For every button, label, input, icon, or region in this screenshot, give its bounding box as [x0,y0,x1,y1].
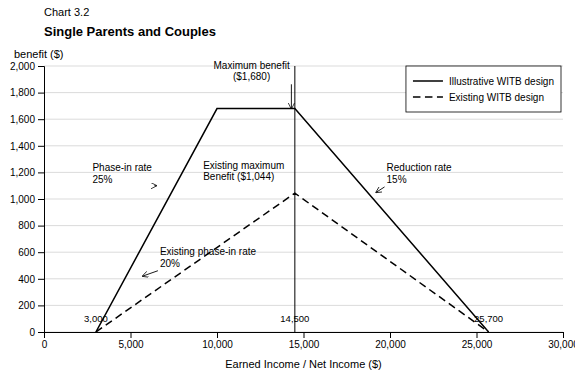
annotation: Existing phase-in rate20% [160,246,257,269]
x-tick-mark [477,332,478,338]
x-axis-line [45,333,564,339]
y-tick-mark [38,66,44,67]
y-tick: 2,000 [10,61,44,72]
annotation-arrow [154,185,156,186]
x-tick-label: 10,000 [202,339,233,350]
y-tick-label: 800 [18,220,35,231]
annotation-arrow [143,271,158,276]
y-tick-mark [38,305,44,306]
x-tick-label: 5,000 [118,339,143,350]
x-tick: 15,000 [289,332,320,350]
x-tick-label: 0 [42,339,48,350]
y-tick-label: 1,600 [10,114,35,125]
y-tick-label: 2,000 [10,61,35,72]
texts: Chart 3.2 Single Parents and Couples benef… [14,6,503,370]
y-tick: 1,000 [10,194,44,205]
grid-line [44,145,563,146]
x-tick: 20,000 [375,332,406,350]
x-tick-label: 25,000 [462,339,493,350]
annotation: Existing maximumBenefit ($1,044) [203,160,284,183]
y-tick-label: 200 [18,300,35,311]
y-tick: 200 [18,300,44,311]
y-tick: 1,600 [10,114,44,125]
legend-box [406,66,561,112]
y-tick-label: 0 [29,327,35,338]
line-series [96,109,489,332]
y-tick-mark [38,172,44,173]
y-tick-mark [38,226,44,227]
legend-swatch [413,80,443,82]
chart: 0 5,000 10,000 15,000 20,000 25,000 30,000 0 200… [0,0,575,374]
x-tick-label: 30,000 [548,339,575,350]
x-tick: 0 [42,332,48,350]
grid [44,66,563,332]
x-axis: 0 5,000 10,000 15,000 20,000 25,000 30,000 [42,332,575,350]
x-tick-mark [131,332,132,338]
y-tick-mark [38,332,44,333]
y-tick: 0 [29,327,44,338]
subtitle: Chart 3.2 [44,6,89,18]
y-tick: 1,400 [10,141,44,152]
x-tick-mark [390,332,391,338]
x-tick-label: 20,000 [375,339,406,350]
grid-line [44,252,563,253]
legend-label: Illustrative WITB design [449,76,554,87]
line-series [96,193,489,332]
y-tick-mark [38,279,44,280]
annotation: Reduction rate15% [387,162,452,185]
y-tick-mark [38,119,44,120]
annotation: Phase-in rate25% [92,162,152,185]
y-tick: 400 [18,274,44,285]
x-tick-mark [304,332,305,338]
y-tick-mark [38,252,44,253]
y-tick: 1,800 [10,87,44,98]
legend: Illustrative WITB design Existing WITB de… [406,66,561,112]
title: Single Parents and Couples [44,24,216,39]
x-tick: 5,000 [118,332,143,350]
y-tick: 800 [18,220,44,231]
legend-swatch [413,96,443,98]
grid-line [44,305,563,306]
x-axis-title: Earned Income / Net Income ($) [225,358,382,370]
y-axis-line [38,67,45,333]
inline-label: 14,500 [280,313,309,324]
y-tick-mark [38,146,44,147]
y-tick-mark [38,93,44,94]
y-tick-label: 1,000 [10,194,35,205]
y-tick: 600 [18,247,44,258]
y-tick-label: 1,800 [10,87,35,98]
grid-line [44,225,563,226]
inline-label: 3,000 [84,313,108,324]
y-tick-label: 1,400 [10,141,35,152]
x-tick-mark [563,332,564,338]
x-tick-label: 15,000 [289,339,320,350]
y-tick-label: 400 [18,274,35,285]
annotation-arrow [376,187,384,192]
annotation-arrow [291,84,292,108]
y-axis-title: benefit ($) [14,48,64,60]
inline-label: 25,700 [474,313,503,324]
vertical-line [294,66,295,332]
legend-label: Existing WITB design [449,92,544,103]
y-tick-label: 600 [18,247,35,258]
x-tick-mark [217,332,218,338]
y-tick-mark [38,199,44,200]
x-tick: 30,000 [548,332,575,350]
y-tick-label: 1,200 [10,167,35,178]
annotation: Maximum benefit($1,680) [214,60,290,83]
y-axis: 0 200 400 600 800 1,000 1,200 1,400 1,600 1,800 2,… [10,61,45,338]
grid-line [44,278,563,279]
x-tick: 25,000 [462,332,493,350]
y-tick: 1,200 [10,167,44,178]
x-tick: 10,000 [202,332,233,350]
